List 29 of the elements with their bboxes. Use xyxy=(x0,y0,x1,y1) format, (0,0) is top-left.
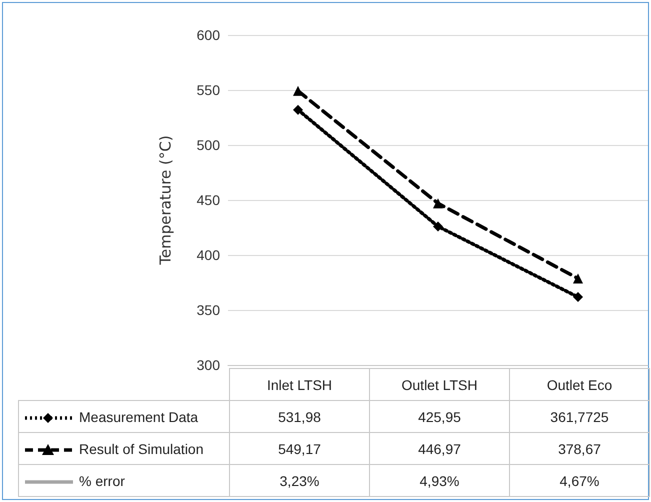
data-label: 425,95 xyxy=(370,400,510,432)
y-tick-label: 400 xyxy=(196,247,220,263)
legend-label: % error xyxy=(79,472,125,488)
data-label: 361,7725 xyxy=(510,400,650,432)
text: 4,67% xyxy=(560,472,600,488)
x-tick-label: Outlet Eco xyxy=(510,368,650,400)
y-tick-label: 300 xyxy=(196,357,220,373)
point xyxy=(433,221,443,232)
point xyxy=(293,104,303,115)
y-tick-label: 600 xyxy=(196,27,220,43)
legend-label: Measurement Data xyxy=(79,408,198,424)
data-label: 446,97 xyxy=(370,432,510,464)
data-label: 531,98 xyxy=(230,400,370,432)
point xyxy=(433,198,443,208)
x-tick-label: Inlet LTSH xyxy=(230,368,370,400)
legend-label: Result of Simulation xyxy=(79,440,204,456)
x-tick-label: Outlet LTSH xyxy=(370,368,510,400)
y-tick-label: 500 xyxy=(196,137,220,153)
point xyxy=(293,86,303,96)
y-axis-title: Temperature (°C) xyxy=(156,135,174,266)
data-label: 378,67 xyxy=(510,432,650,464)
y-tick-label: 450 xyxy=(196,192,220,208)
text: 3,23% xyxy=(280,472,320,488)
text: 4,93% xyxy=(420,472,460,488)
data-label: 549,17 xyxy=(230,432,370,464)
y-tick-label: 350 xyxy=(196,302,220,318)
point xyxy=(573,292,583,302)
point xyxy=(573,273,583,284)
y-tick-label: 550 xyxy=(196,82,220,98)
